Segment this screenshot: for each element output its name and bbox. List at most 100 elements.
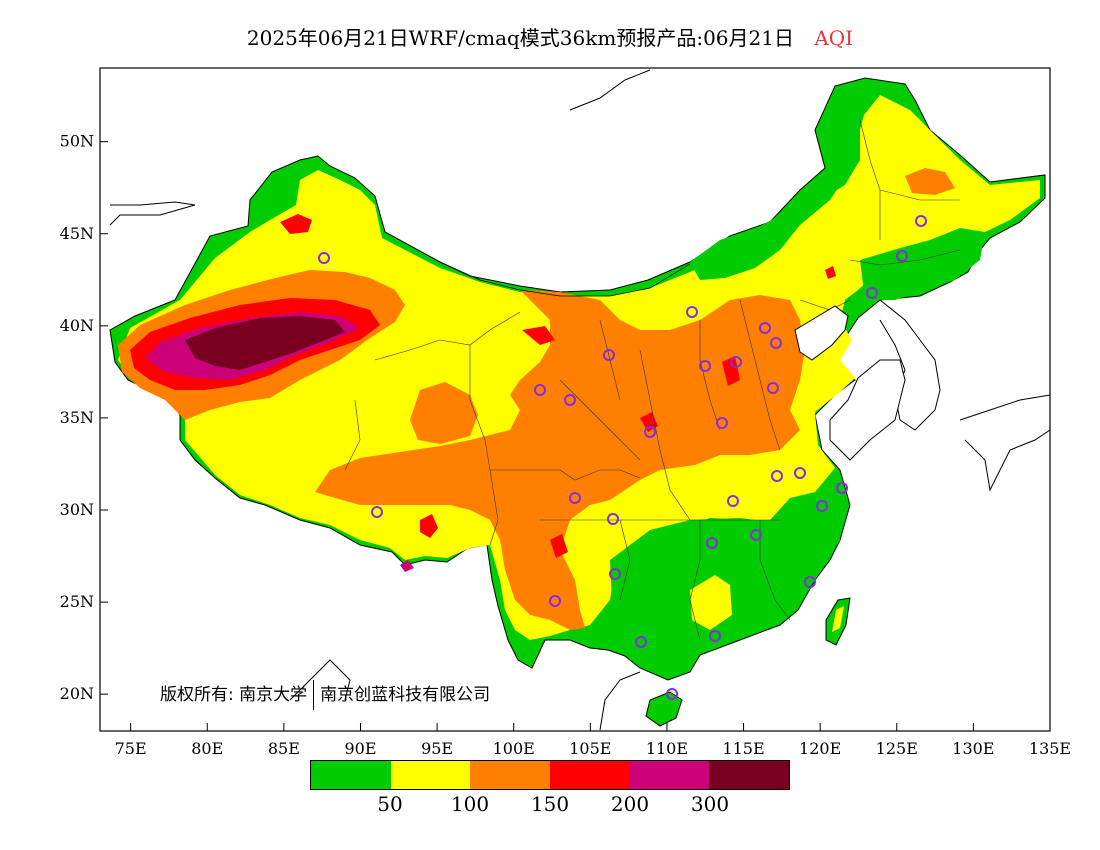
red-patch-4 [722, 356, 740, 386]
lon-tick-label: 75E [115, 739, 147, 758]
copyright-org-company: 南京创蓝科技有限公司 [320, 685, 491, 705]
latitude-axis: 50N 45N 40N 35N 30N 25N 20N [60, 132, 108, 703]
station-marker [603, 349, 615, 361]
orange-qinghai [410, 382, 478, 444]
station-marker [915, 215, 927, 227]
station-marker [609, 568, 621, 580]
lon-tick-label: 125E [876, 739, 918, 758]
station-marker [767, 382, 779, 394]
station-marker [564, 394, 576, 406]
station-marker [836, 482, 848, 494]
lat-tick-label: 35N [60, 408, 94, 427]
longitude-axis: 75E 80E 85E 90E 95E 100E 105E 110E 115E 120E 125E 1… [115, 723, 1071, 758]
legend-swatch [470, 761, 551, 789]
orange-xinjiang-north [318, 276, 375, 300]
lon-tick-label: 110E [646, 739, 688, 758]
lon-tick-label: 90E [344, 739, 376, 758]
orange-northeast-patch [905, 168, 955, 195]
lat-tick-label: 45N [60, 224, 94, 243]
station-marker [534, 384, 546, 396]
station-marker [770, 337, 782, 349]
copyright-org-nju: 南京大学 [239, 685, 308, 705]
indochina-coast [289, 659, 641, 731]
legend-break-label: 150 [530, 792, 570, 816]
korea-outline [879, 299, 941, 431]
taiwan-yellow [832, 606, 844, 632]
legend-break-label: 50 [377, 792, 403, 816]
legend-swatch [311, 761, 391, 789]
station-marker [699, 360, 711, 372]
station-marker [816, 500, 828, 512]
station-marker [569, 492, 581, 504]
legend-swatch [550, 761, 630, 789]
lon-tick-label: 135E [1029, 739, 1071, 758]
station-marker [644, 426, 656, 438]
russia-coast [109, 69, 651, 226]
lat-tick-label: 25N [60, 592, 94, 611]
station-marker [371, 506, 383, 518]
lon-tick-label: 105E [569, 739, 611, 758]
bohai-sea [794, 305, 849, 361]
station-marker [686, 306, 698, 318]
station-marker [709, 630, 721, 642]
chart-title: 2025年06月21日WRF/cmaq模式36km预报产品:06月21日 AQI [0, 22, 1100, 51]
red-patch-7 [825, 266, 836, 279]
purple-patch [400, 560, 414, 572]
lon-tick-label: 85E [268, 739, 300, 758]
lon-tick-label: 100E [493, 739, 535, 758]
legend-swatch [709, 761, 790, 789]
hainan [645, 691, 683, 727]
japan-outline [959, 394, 1050, 492]
yellow-south-patch [690, 575, 732, 630]
station-marker [759, 322, 771, 334]
green-mongolia-band [690, 92, 870, 280]
yellow-sea [829, 359, 906, 461]
province-borders [344, 119, 961, 641]
red-patch-5 [550, 534, 568, 558]
mongolia-border [384, 231, 691, 297]
lon-tick-label: 120E [799, 739, 841, 758]
red-patch-6 [522, 326, 555, 345]
copyright-prefix: 版权所有: [160, 685, 234, 705]
lon-tick-label: 130E [952, 739, 994, 758]
station-marker [716, 417, 728, 429]
maroon-taklamakan [185, 316, 345, 370]
lat-tick-label: 30N [60, 500, 94, 519]
station-marker [771, 470, 783, 482]
station-marker [794, 467, 806, 479]
station-marker [318, 252, 330, 264]
legend-break-label: 100 [450, 792, 490, 816]
green-northeast [860, 228, 985, 300]
station-marker [727, 495, 739, 507]
lat-tick-label: 50N [60, 132, 94, 151]
lat-tick-label: 20N [60, 684, 94, 703]
station-marker [896, 250, 908, 262]
lon-tick-label: 80E [191, 739, 223, 758]
legend-break-label: 300 [690, 792, 730, 816]
orange-central [315, 290, 805, 630]
title-variable: AQI [814, 26, 854, 50]
station-marker [549, 595, 561, 607]
lat-tick-label: 40N [60, 316, 94, 335]
station-marker [730, 356, 742, 368]
station-marker [804, 576, 816, 588]
copyright-separator [313, 680, 315, 710]
copyright-notice: 版权所有: 南京大学 南京创蓝科技有限公司 [160, 680, 490, 710]
color-legend [310, 760, 790, 790]
station-marker [635, 636, 647, 648]
station-marker [866, 287, 878, 299]
station-marker [750, 529, 762, 541]
legend-break-label: 200 [610, 792, 650, 816]
lon-tick-label: 95E [421, 739, 453, 758]
lon-tick-label: 115E [722, 739, 764, 758]
station-markers [318, 215, 927, 700]
legend-swatch [390, 761, 471, 789]
map-frame [99, 67, 1051, 732]
station-marker [706, 537, 718, 549]
red-patch-1 [280, 214, 312, 234]
legend-swatch [629, 761, 710, 789]
red-patch-2 [420, 514, 438, 538]
station-marker [607, 513, 619, 525]
station-marker [666, 688, 678, 700]
